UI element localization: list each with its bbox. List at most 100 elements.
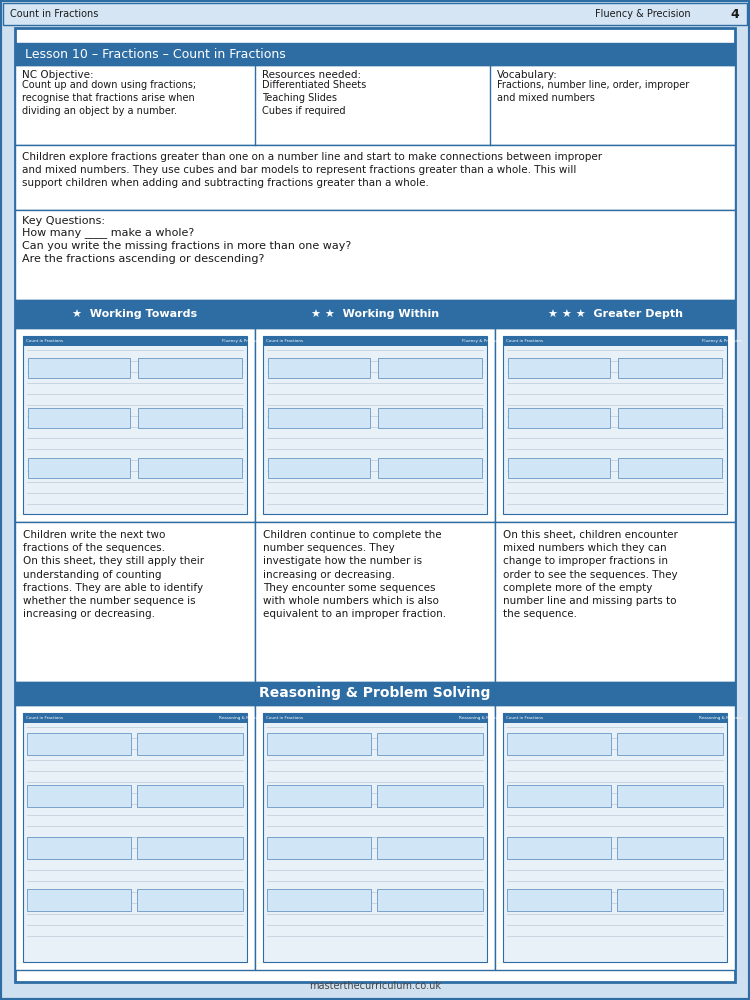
Bar [27,837,131,859]
Bar [378,358,482,378]
Bar [503,713,727,962]
Bar [617,785,723,807]
Bar [508,408,610,428]
Bar [138,458,242,478]
Bar [618,408,722,428]
Text: Resources needed:: Resources needed: [262,70,362,80]
Bar [378,458,482,478]
Bar [507,785,611,807]
Text: Count in Fractions: Count in Fractions [266,339,303,343]
Bar [15,705,255,970]
Bar [27,889,131,911]
Bar [15,682,735,705]
Bar [495,328,735,522]
Bar [28,358,130,378]
Text: Children explore fractions greater than one on a number line and start to make c: Children explore fractions greater than … [22,152,602,188]
Bar [15,328,255,522]
Bar [263,336,487,346]
Bar [28,408,130,428]
Bar [263,713,487,962]
Bar [508,458,610,478]
Bar [255,522,495,682]
Bar [263,336,487,514]
Text: Reasoning & Problem Solving: Reasoning & Problem Solving [260,686,490,700]
Bar [617,889,723,911]
Bar [503,336,727,514]
Bar [618,358,722,378]
Bar [138,408,242,428]
Bar [495,522,735,682]
Bar [23,713,247,962]
Bar [138,358,242,378]
Bar [15,210,735,300]
Text: Count in Fractions: Count in Fractions [26,339,63,343]
Bar [507,733,611,755]
Bar [377,785,483,807]
Text: Fluency & Precision: Fluency & Precision [222,339,262,343]
Bar [617,837,723,859]
Text: Fractions, number line, order, improper
and mixed numbers: Fractions, number line, order, improper … [497,80,689,103]
Text: Reasoning & Mastery: Reasoning & Mastery [219,716,262,720]
Bar [268,458,370,478]
Bar [503,336,727,346]
Bar [137,733,243,755]
Bar [267,837,371,859]
Bar [28,458,130,478]
Bar [377,733,483,755]
Text: Key Questions:: Key Questions: [22,216,105,226]
Bar [507,837,611,859]
Text: ★ ★ ★  Greater Depth: ★ ★ ★ Greater Depth [548,309,682,319]
Text: Count in Fractions: Count in Fractions [26,716,63,720]
Text: Reasoning & Mastery: Reasoning & Mastery [699,716,742,720]
Bar [137,889,243,911]
Bar [378,408,482,428]
Text: On this sheet, children encounter
mixed numbers which they can
change to imprope: On this sheet, children encounter mixed … [503,530,678,619]
Bar [268,408,370,428]
Text: ★ ★  Working Within: ★ ★ Working Within [311,309,439,319]
Bar [27,733,131,755]
Bar [377,837,483,859]
Text: Count in Fractions: Count in Fractions [266,716,303,720]
Text: Fluency & Precision: Fluency & Precision [595,9,691,19]
Bar [137,837,243,859]
Bar [267,785,371,807]
Text: ★  Working Towards: ★ Working Towards [73,309,197,319]
Text: 4: 4 [730,7,740,20]
Bar [267,733,371,755]
Bar [268,358,370,378]
Bar [618,458,722,478]
Bar [255,705,495,970]
Bar [503,713,727,723]
Bar [23,713,247,723]
Bar [15,145,735,210]
Bar [15,522,255,682]
Bar [3,3,747,25]
Bar [267,889,371,911]
Text: Count in Fractions: Count in Fractions [506,339,543,343]
Bar [27,785,131,807]
Text: Children write the next two
fractions of the sequences.
On this sheet, they stil: Children write the next two fractions of… [23,530,204,619]
Text: Differentiated Sheets
Teaching Slides
Cubes if required: Differentiated Sheets Teaching Slides Cu… [262,80,366,116]
Text: Count in Fractions: Count in Fractions [506,716,543,720]
Bar [255,300,495,328]
Text: Children continue to complete the
number sequences. They
investigate how the num: Children continue to complete the number… [263,530,446,619]
Bar [255,328,495,522]
Text: Count in Fractions: Count in Fractions [10,9,98,19]
Text: Fluency & Precision: Fluency & Precision [462,339,502,343]
Bar [15,65,735,145]
Text: Fluency & Precision: Fluency & Precision [702,339,742,343]
Bar [15,300,255,328]
Text: masterthecurriculum.co.uk: masterthecurriculum.co.uk [309,981,441,991]
Text: Lesson 10 – Fractions – Count in Fractions: Lesson 10 – Fractions – Count in Fractio… [25,47,286,60]
Bar [495,705,735,970]
Text: How many ____ make a whole?
Can you write the missing fractions in more than one: How many ____ make a whole? Can you writ… [22,227,351,264]
Bar [617,733,723,755]
Bar [377,889,483,911]
Text: Vocabulary:: Vocabulary: [497,70,558,80]
Bar [495,300,735,328]
Text: Reasoning & Mastery: Reasoning & Mastery [459,716,503,720]
Bar [23,336,247,514]
Bar [507,889,611,911]
Text: Count up and down using fractions;
recognise that fractions arise when
dividing : Count up and down using fractions; recog… [22,80,196,116]
Bar [508,358,610,378]
